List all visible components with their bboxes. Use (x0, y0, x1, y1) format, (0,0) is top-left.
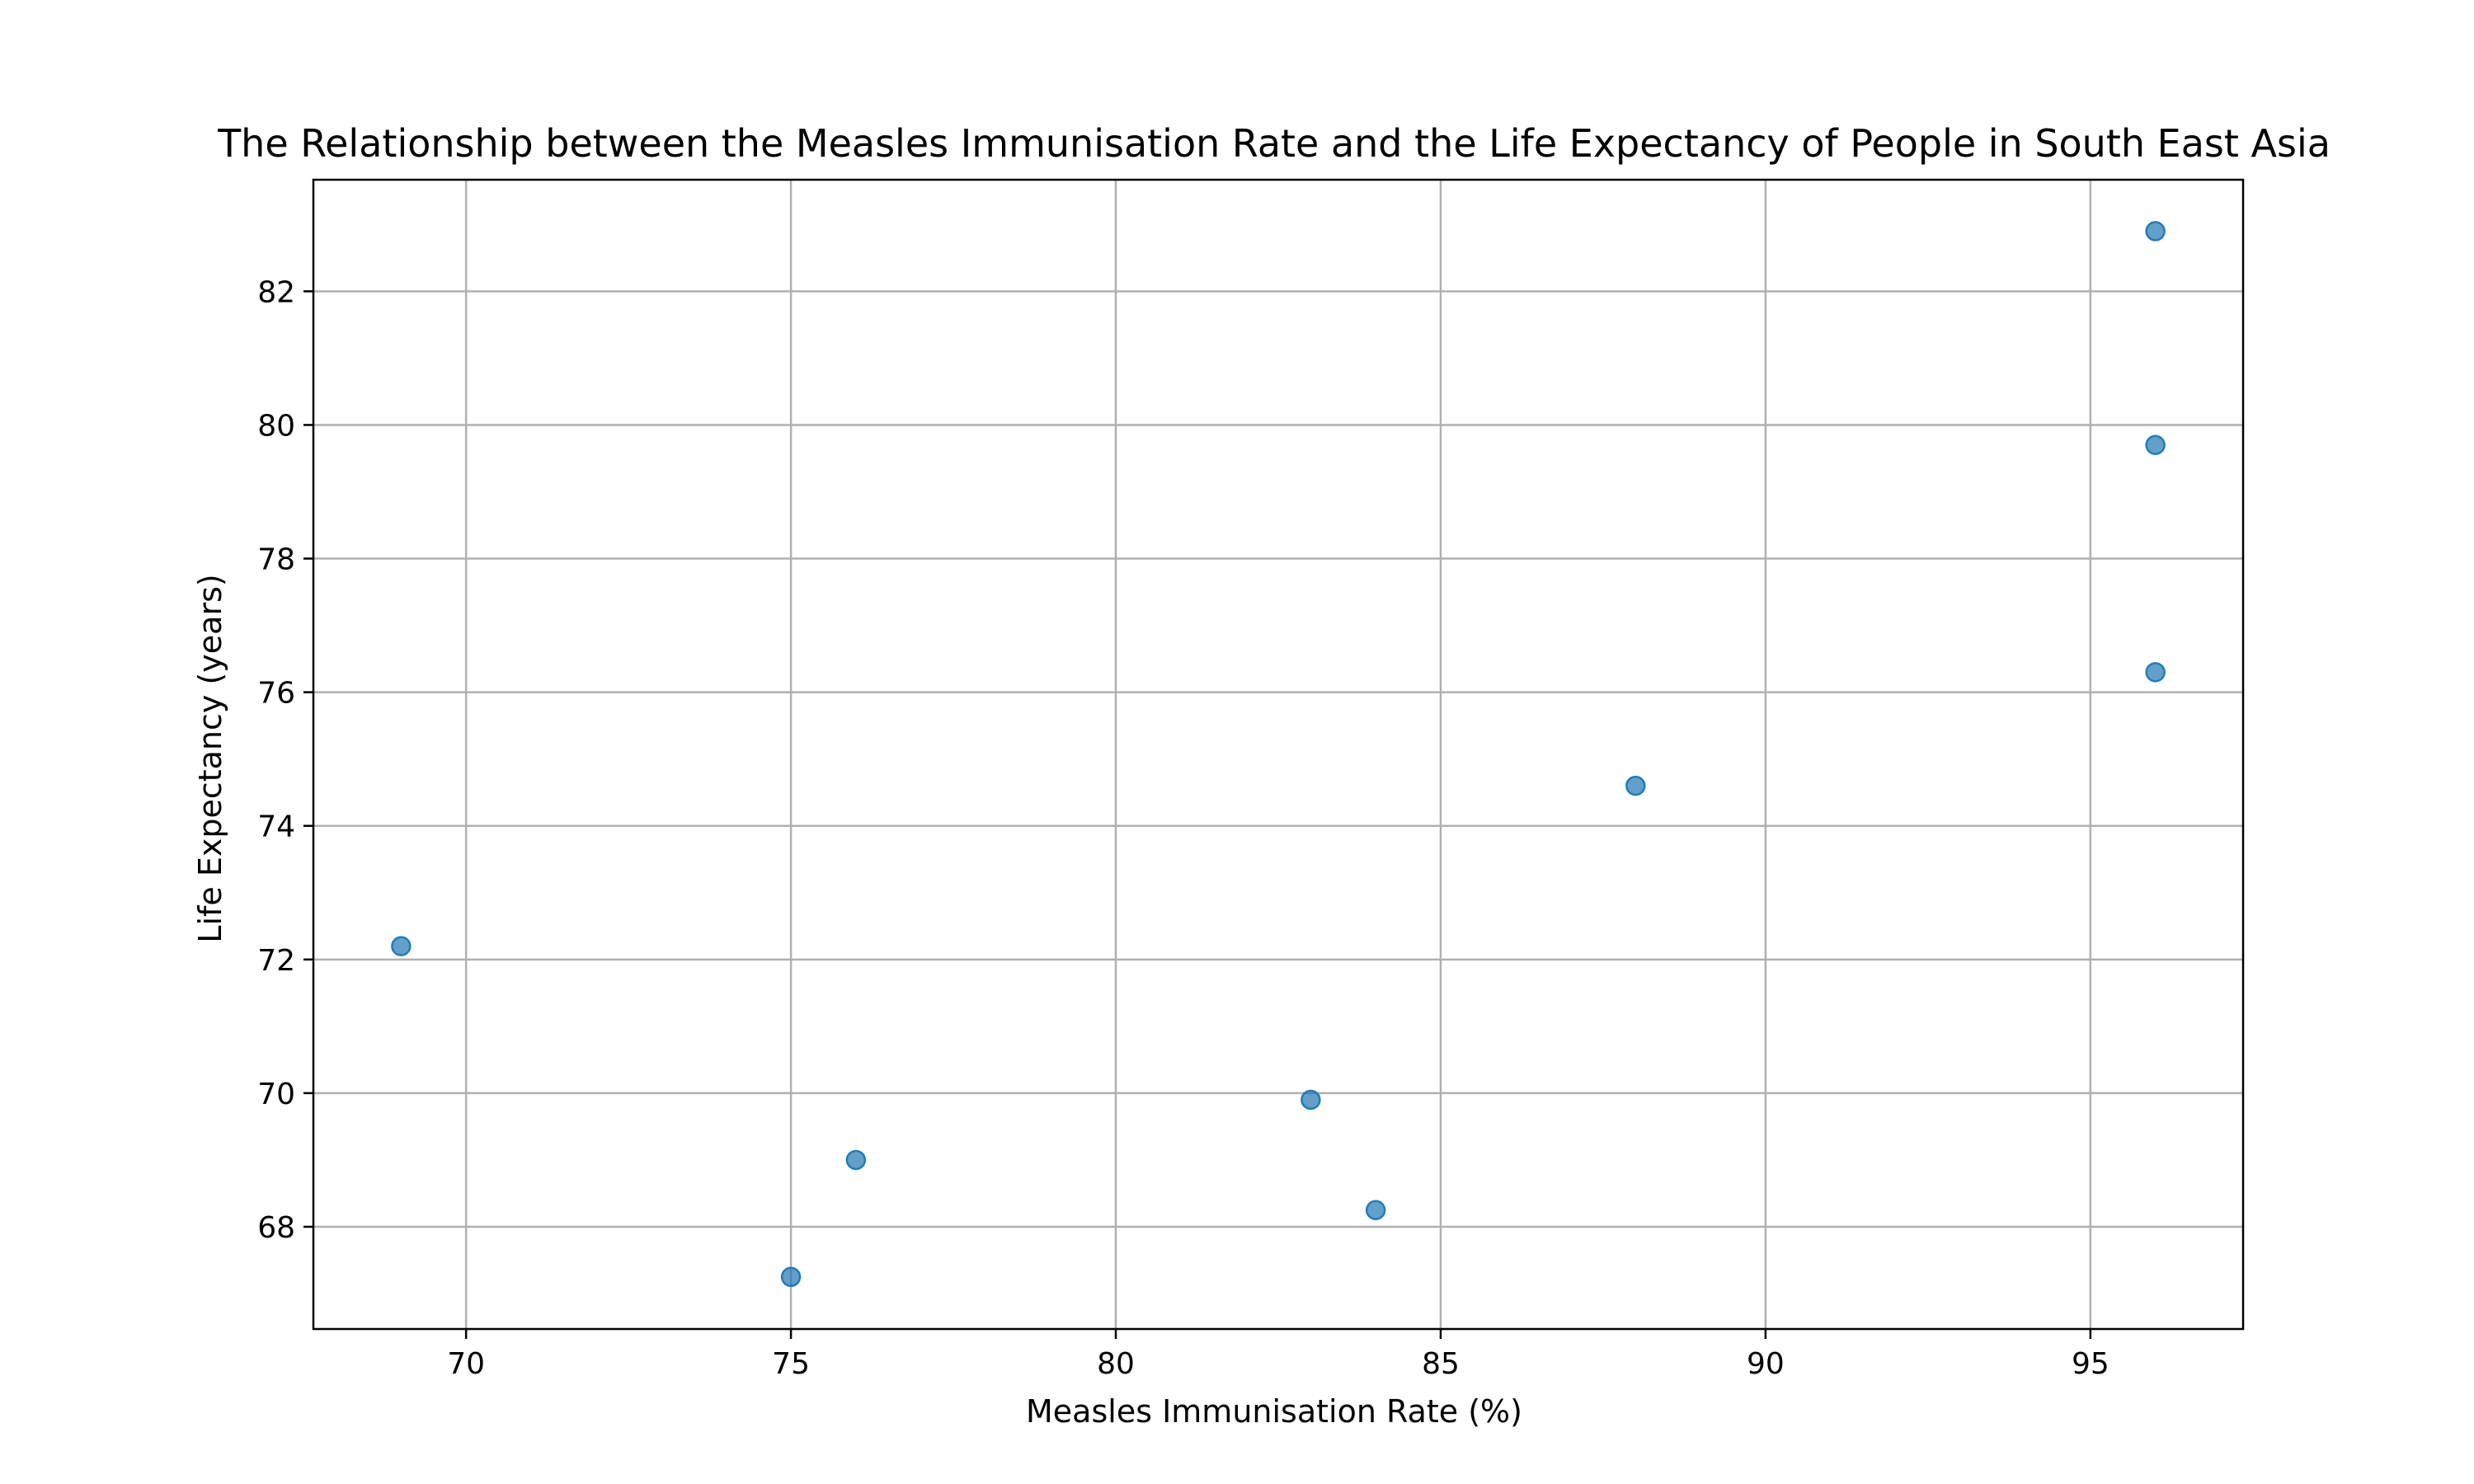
data-point (845, 1149, 867, 1171)
y-tick-label: 76 (257, 677, 295, 711)
y-tick-label: 78 (257, 543, 295, 577)
y-tick-label: 70 (257, 1078, 295, 1111)
grid (313, 180, 2243, 1329)
y-tick-label: 68 (257, 1211, 295, 1245)
x-tick-label: 90 (1747, 1347, 1785, 1381)
plot-frame (312, 178, 2245, 1331)
x-tick-label: 70 (447, 1347, 485, 1381)
y-tick-label: 82 (257, 275, 295, 309)
data-point (1300, 1089, 1321, 1111)
x-axis-label: Measles Immunisation Rate (%) (1026, 1393, 1522, 1430)
data-point (2145, 221, 2166, 242)
data-point (1365, 1200, 1386, 1220)
data-point (391, 936, 412, 956)
data-point (780, 1266, 802, 1288)
data-points (391, 221, 2166, 1288)
x-tick-label: 80 (1097, 1347, 1135, 1381)
data-point (2145, 434, 2166, 456)
y-tick-label: 80 (257, 409, 295, 443)
x-tick-label: 85 (1422, 1347, 1460, 1381)
y-tick-label: 72 (257, 944, 295, 978)
x-tick-label: 75 (772, 1347, 810, 1381)
chart-title: The Relationship between the Measles Imm… (217, 121, 2331, 166)
data-point (2145, 662, 2166, 683)
axis-ticks: 70 75 80 85 90 95 68 70 72 74 76 78 80 82 (257, 275, 2109, 1381)
y-tick-label: 74 (257, 810, 295, 844)
x-tick-label: 95 (2072, 1347, 2109, 1381)
data-point (1625, 775, 1646, 796)
y-axis-label: Life Expectancy (years) (192, 574, 228, 942)
